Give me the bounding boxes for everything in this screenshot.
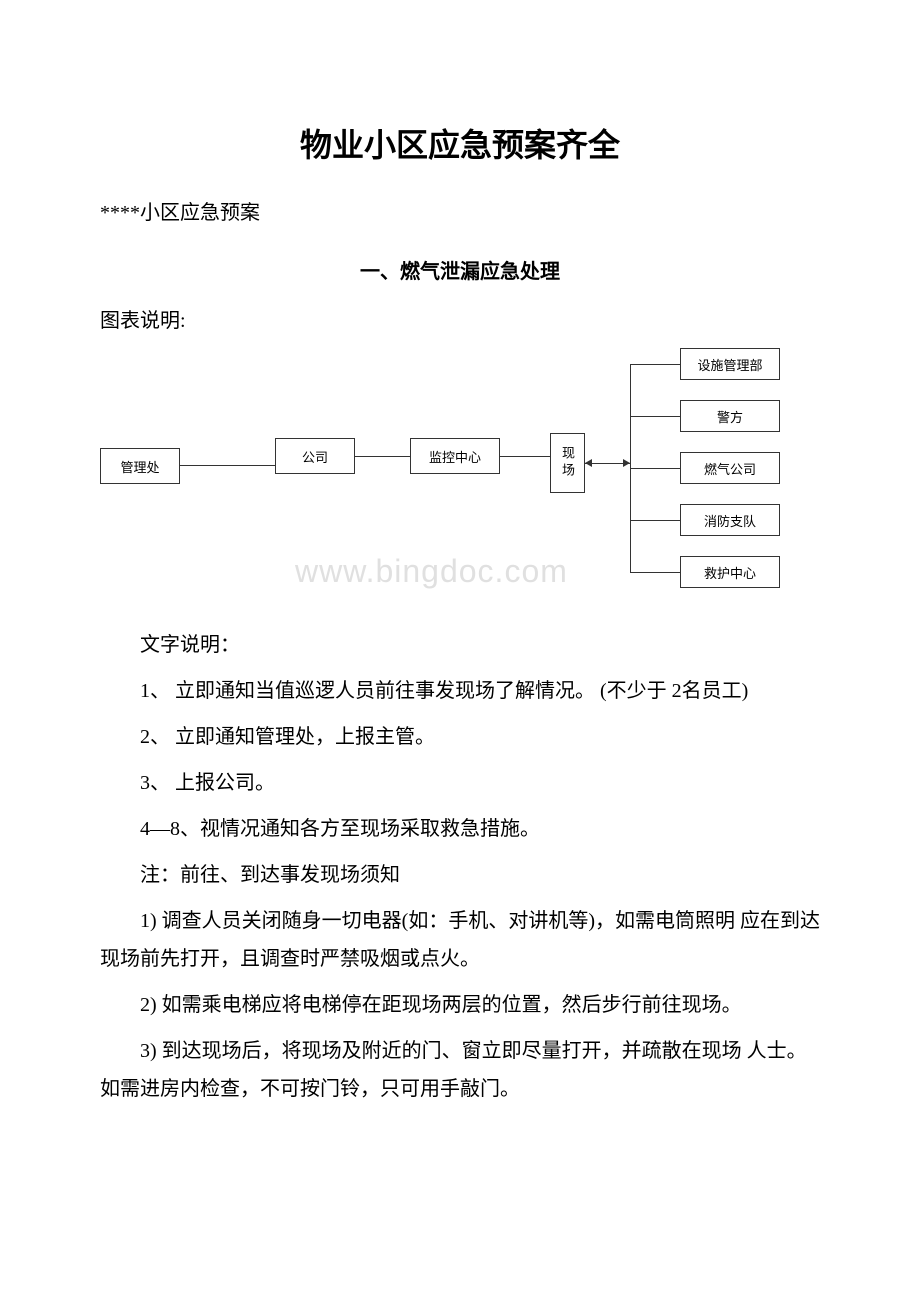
paragraph-7: 2) 如需乘电梯应将电梯停在距现场两层的位置，然后步行前往现场。 xyxy=(100,986,820,1024)
node-gas: 燃气公司 xyxy=(680,452,780,484)
node-police: 警方 xyxy=(680,400,780,432)
paragraph-6: 1) 调查人员关闭随身一切电器(如：手机、对讲机等)，如需电筒照明 应在到达现场… xyxy=(100,902,820,978)
watermark-text: www.bingdoc.com xyxy=(295,553,568,590)
paragraph-8: 3) 到达现场后，将现场及附近的门、窗立即尽量打开，并疏散在现场 人士。如需进房… xyxy=(100,1032,820,1108)
node-fire: 消防支队 xyxy=(680,504,780,536)
section-title: 一、燃气泄漏应急处理 xyxy=(100,255,820,284)
paragraph-3: 3、 上报公司。 xyxy=(100,764,820,802)
node-scene: 现场 xyxy=(550,433,585,493)
connector-line xyxy=(630,520,680,521)
connector-line xyxy=(630,572,680,573)
paragraph-2: 2、 立即通知管理处，上报主管。 xyxy=(100,718,820,756)
paragraph-4: 4—8、视情况通知各方至现场采取救急措施。 xyxy=(100,810,820,848)
connector-line xyxy=(355,456,410,457)
node-monitor: 监控中心 xyxy=(410,438,500,474)
node-facility: 设施管理部 xyxy=(680,348,780,380)
connector-line xyxy=(180,465,275,466)
connector-line xyxy=(500,456,550,457)
node-rescue: 救护中心 xyxy=(680,556,780,588)
diagram-label: 图表说明: xyxy=(100,304,820,333)
node-management: 管理处 xyxy=(100,448,180,484)
flowchart-diagram: www.bingdoc.com 管理处 公司 监控中心 现场 设施管理部 警方 … xyxy=(100,348,780,608)
paragraph-5: 注：前往、到达事发现场须知 xyxy=(100,856,820,894)
connector-line xyxy=(630,364,680,365)
paragraph-1: 1、 立即通知当值巡逻人员前往事发现场了解情况。 (不少于 2名员工) xyxy=(100,672,820,710)
arrow-right xyxy=(623,459,630,467)
arrow-left xyxy=(585,459,592,467)
text-description-label: 文字说明： xyxy=(100,628,820,657)
document-title: 物业小区应急预案齐全 xyxy=(100,120,820,166)
connector-line xyxy=(630,468,680,469)
connector-line xyxy=(630,416,680,417)
document-subheader: ****小区应急预案 xyxy=(100,196,820,225)
node-company: 公司 xyxy=(275,438,355,474)
